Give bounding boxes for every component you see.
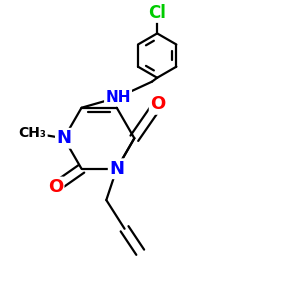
Text: O: O bbox=[150, 95, 166, 113]
Text: N: N bbox=[56, 129, 71, 147]
Text: NH: NH bbox=[105, 90, 131, 105]
Text: O: O bbox=[48, 178, 63, 196]
Text: CH₃: CH₃ bbox=[19, 126, 46, 140]
Text: Cl: Cl bbox=[148, 4, 166, 22]
Text: N: N bbox=[109, 160, 124, 178]
